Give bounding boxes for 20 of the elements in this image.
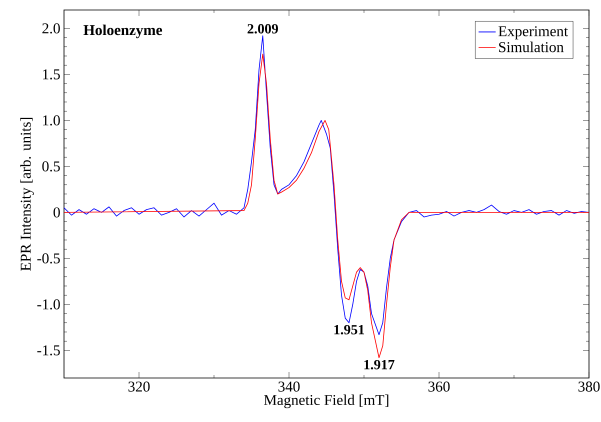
text: Holoenzyme xyxy=(84,24,162,38)
y-tick-label: -0.5 xyxy=(37,253,60,264)
y-axis-title: EPR Intensity [arb. units] xyxy=(20,118,34,271)
y-tick-label: -1.0 xyxy=(37,299,60,310)
annotation: 1.917 xyxy=(364,360,394,370)
legend-label: Simulation xyxy=(499,42,564,52)
y-tick-label: 0.5 xyxy=(42,161,60,172)
x-tick-label: 340 xyxy=(278,382,300,392)
x-tick-label: 380 xyxy=(578,382,600,392)
y-tick-label: -1.5 xyxy=(37,345,60,356)
y-tick-label: 1.0 xyxy=(43,115,60,126)
legend-label: Experiment xyxy=(498,26,568,40)
y-tick-label: 0 xyxy=(54,207,60,218)
x-tick-label: 360 xyxy=(428,382,450,392)
annotation: 1.951 xyxy=(334,324,364,334)
y-tick-label: 1.5 xyxy=(43,69,60,80)
y-tick-label: 2.0 xyxy=(42,23,60,34)
x-axis-title: Magnetic Field [mT] xyxy=(264,394,388,408)
annotation: 2.009 xyxy=(248,24,278,34)
x-tick-label: 320 xyxy=(128,382,150,392)
